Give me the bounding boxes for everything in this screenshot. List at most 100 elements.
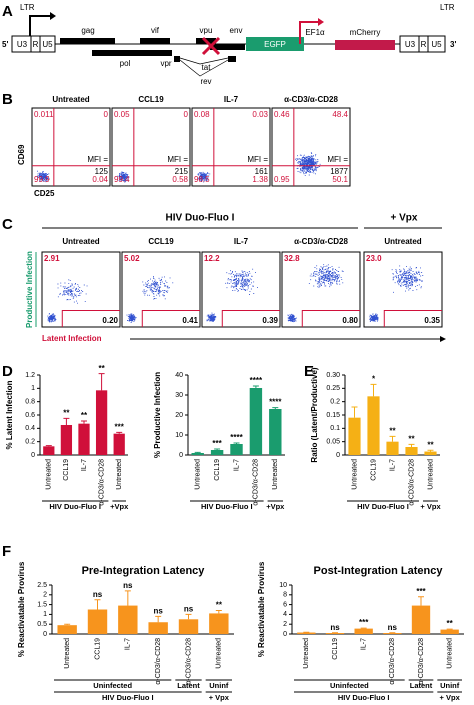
- bar: [210, 450, 224, 455]
- quadrant-value: 1.38: [252, 175, 268, 184]
- plot-title: Untreated: [52, 95, 89, 104]
- genome-map: LTR 5' U3 R U5 gag vif vpu env EGFP EF1α…: [2, 3, 456, 86]
- mfi-value: 161: [255, 167, 269, 176]
- mfi-value: 125: [95, 167, 109, 176]
- bar: [367, 396, 380, 455]
- quadrant-value: 48.4: [332, 110, 348, 119]
- latent-gate: [141, 310, 200, 327]
- gene-label: mCherry: [350, 28, 381, 37]
- x-tick-label: Untreated: [116, 459, 123, 490]
- significance: *: [372, 374, 376, 383]
- error-bar: [94, 599, 101, 610]
- y-axis-label: % Latent Infection: [5, 380, 14, 449]
- gene-label: rev: [200, 77, 211, 86]
- cell-dots: [57, 279, 88, 304]
- cell-dots: [308, 264, 344, 288]
- y-tick-label: 2: [43, 592, 47, 599]
- x-tick-label: Untreated: [427, 459, 434, 490]
- gene-box: [174, 56, 180, 62]
- bar: [230, 444, 243, 455]
- y-tick-label: 0.5: [37, 621, 47, 628]
- cell-dots: [36, 170, 50, 183]
- latent-gate: [61, 310, 120, 327]
- gate-value: 5.02: [124, 254, 140, 263]
- gene-label: vpr: [160, 59, 171, 68]
- significance: ****: [250, 376, 263, 385]
- group-header: + Vpx: [391, 213, 418, 224]
- ltr-part: R: [33, 40, 39, 49]
- group-label: Uninfected: [93, 681, 132, 690]
- gate-value: 12.2: [204, 254, 220, 263]
- gate-value: 32.8: [284, 254, 300, 263]
- error-bar: [418, 596, 424, 606]
- significance: ***: [359, 618, 369, 627]
- y-tick-label: 0.2: [25, 439, 35, 446]
- quadrant-value: 0.58: [172, 175, 188, 184]
- bar: [43, 446, 55, 455]
- y-tick-label: 0.05: [326, 439, 340, 446]
- bar: [178, 619, 199, 634]
- promoter-arrow: [29, 15, 50, 36]
- mfi-label: MFI =: [87, 155, 108, 164]
- ltr-box: [11, 35, 56, 53]
- error-bar: [63, 417, 70, 425]
- x-tick-label: α-CD3/α-CD28: [155, 638, 162, 685]
- panel-label: E: [304, 363, 314, 380]
- gene-box: [228, 56, 236, 62]
- y-tick-label: 0: [336, 452, 340, 459]
- bar: [386, 441, 399, 455]
- cell-dots: [206, 312, 217, 322]
- plot-frame: [281, 251, 361, 328]
- gene-box: [210, 44, 245, 50]
- x-tick-label: IL-7: [361, 638, 368, 650]
- group-label: Latent: [410, 681, 433, 690]
- plot-title: Untreated: [62, 237, 99, 246]
- bar: [78, 423, 90, 455]
- y-tick-label: 0.6: [25, 412, 35, 419]
- x-tick-label: IL-7: [125, 638, 132, 650]
- error-bar: [45, 445, 52, 447]
- group-label: HIV Duo-Fluo I: [102, 693, 154, 702]
- significance: **: [216, 601, 223, 610]
- y-tick-label: 4: [283, 611, 287, 618]
- quadrant-value: 99.9: [34, 175, 50, 184]
- x-tick-label: Untreated: [64, 638, 71, 669]
- error-bar: [194, 451, 201, 453]
- quadrant-value: 98.5: [194, 175, 210, 184]
- plot-title: α-CD3/α-CD28: [294, 237, 348, 246]
- error-bar: [370, 383, 377, 397]
- bar: [354, 628, 373, 634]
- mcherry-box: [335, 40, 395, 50]
- bar: [383, 633, 402, 634]
- group-label: +Vpx: [110, 502, 129, 511]
- gate-value: 2.91: [44, 254, 60, 263]
- quadrant-value: 0.04: [92, 175, 108, 184]
- significance: ns: [388, 623, 398, 632]
- cell-dots: [391, 265, 424, 293]
- y-tick-label: 30: [175, 392, 183, 399]
- arrow-head: [318, 18, 324, 26]
- y-tick-label: 1: [43, 611, 47, 618]
- arrow-head: [50, 12, 56, 20]
- bar: [95, 390, 108, 455]
- gate-value: 0.20: [102, 316, 118, 325]
- cell-dots: [126, 313, 137, 323]
- chart-title: Post-Integration Latency: [314, 565, 444, 577]
- axis-label: Productive Infection: [25, 251, 34, 328]
- panel-label: D: [2, 363, 13, 380]
- plot-frame: [41, 251, 121, 328]
- group-label: + Vpx: [440, 693, 461, 702]
- error-bar: [124, 590, 131, 606]
- plot-title: IL-7: [234, 237, 249, 246]
- significance: ns: [123, 581, 133, 590]
- bar: [249, 388, 263, 455]
- x-tick-label: IL-7: [233, 459, 240, 471]
- significance: ****: [269, 398, 282, 407]
- mfi-label: MFI =: [327, 155, 348, 164]
- arrow-head: [440, 336, 446, 342]
- significance: **: [427, 440, 434, 449]
- plot-title: CCL19: [148, 237, 174, 246]
- panel-label: C: [2, 216, 13, 233]
- quadrant-value: 0.08: [194, 110, 210, 119]
- group-label: HIV Duo-Fluo I: [201, 502, 253, 511]
